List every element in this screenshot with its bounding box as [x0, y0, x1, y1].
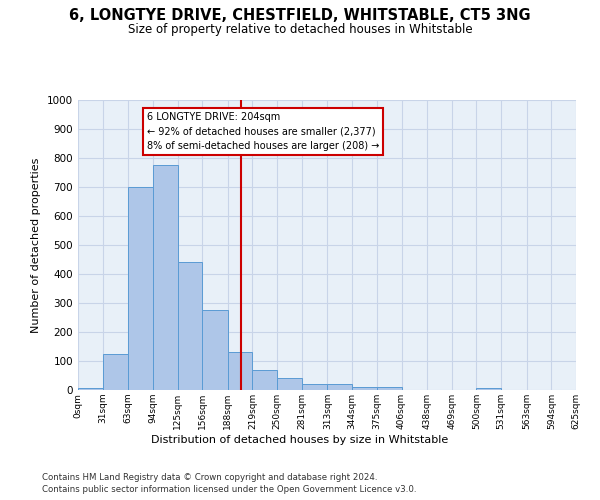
Bar — [153, 166, 178, 390]
Bar — [253, 370, 277, 390]
Text: 6, LONGTYE DRIVE, CHESTFIELD, WHITSTABLE, CT5 3NG: 6, LONGTYE DRIVE, CHESTFIELD, WHITSTABLE… — [69, 8, 531, 22]
Bar — [202, 310, 228, 390]
Text: Contains public sector information licensed under the Open Government Licence v3: Contains public sector information licen… — [42, 485, 416, 494]
Bar — [476, 388, 501, 390]
Bar — [78, 388, 103, 390]
Text: 6 LONGTYE DRIVE: 204sqm
← 92% of detached houses are smaller (2,377)
8% of semi-: 6 LONGTYE DRIVE: 204sqm ← 92% of detache… — [146, 112, 379, 151]
Bar — [302, 384, 328, 390]
Bar — [352, 386, 377, 390]
Text: Distribution of detached houses by size in Whitstable: Distribution of detached houses by size … — [151, 435, 449, 445]
Bar — [328, 384, 352, 390]
Bar — [228, 352, 253, 390]
Y-axis label: Number of detached properties: Number of detached properties — [31, 158, 41, 332]
Bar — [128, 187, 153, 390]
Text: Size of property relative to detached houses in Whitstable: Size of property relative to detached ho… — [128, 22, 472, 36]
Bar — [277, 378, 302, 390]
Text: Contains HM Land Registry data © Crown copyright and database right 2024.: Contains HM Land Registry data © Crown c… — [42, 472, 377, 482]
Bar — [178, 262, 202, 390]
Bar — [377, 386, 401, 390]
Bar — [103, 354, 128, 390]
